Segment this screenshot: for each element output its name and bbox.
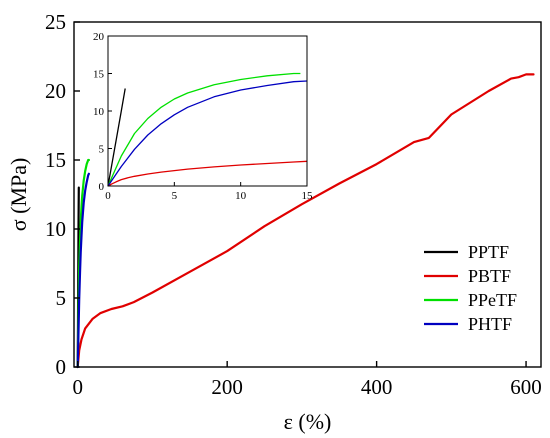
series-line-1 [76,73,535,369]
x-tick-label: 0 [72,375,83,399]
inset-x-tick-label: 0 [105,190,111,202]
y-axis-title: σ (MPa) [6,158,31,232]
inset-series-line-2 [107,72,301,187]
inset-plot: 0 5 10 15 0 5 10 15 20 [93,31,313,202]
y-tick-label: 25 [45,10,66,34]
legend-label-phtf: PHTF [468,314,512,334]
inset-series-line-3 [107,80,308,187]
x-tick-label: 400 [361,375,393,399]
inset-series-line-0 [107,88,126,187]
plot-frame [73,21,542,368]
inset-y-tick-label: 0 [99,181,105,193]
y-tick-label: 5 [56,286,67,310]
legend-label-ppetf: PPeTF [468,290,517,310]
x-tick-label: 600 [510,375,542,399]
inset-y-tick-label: 5 [99,144,105,156]
inset-y-tick-label: 20 [93,31,105,43]
series-line-3 [76,172,91,369]
y-tick-label: 10 [45,217,66,241]
y-tick-label: 15 [45,148,66,172]
y-tick-label: 20 [45,79,66,103]
x-axis-title: ε (%) [284,409,332,434]
inset-y-tick-label: 15 [93,69,105,81]
x-tick-label: 200 [211,375,243,399]
inset-x-tick-label: 15 [302,190,314,202]
inset-series-line-1 [107,160,308,187]
inset-x-tick-label: 5 [172,190,178,202]
y-tick-label: 0 [56,355,67,379]
inset-y-tick-label: 10 [93,106,105,118]
legend: PPTF PBTF PPeTF PHTF [424,242,517,334]
legend-label-pptf: PPTF [468,242,509,262]
legend-label-pbtf: PBTF [468,266,511,286]
inset-x-tick-label: 10 [235,190,247,202]
